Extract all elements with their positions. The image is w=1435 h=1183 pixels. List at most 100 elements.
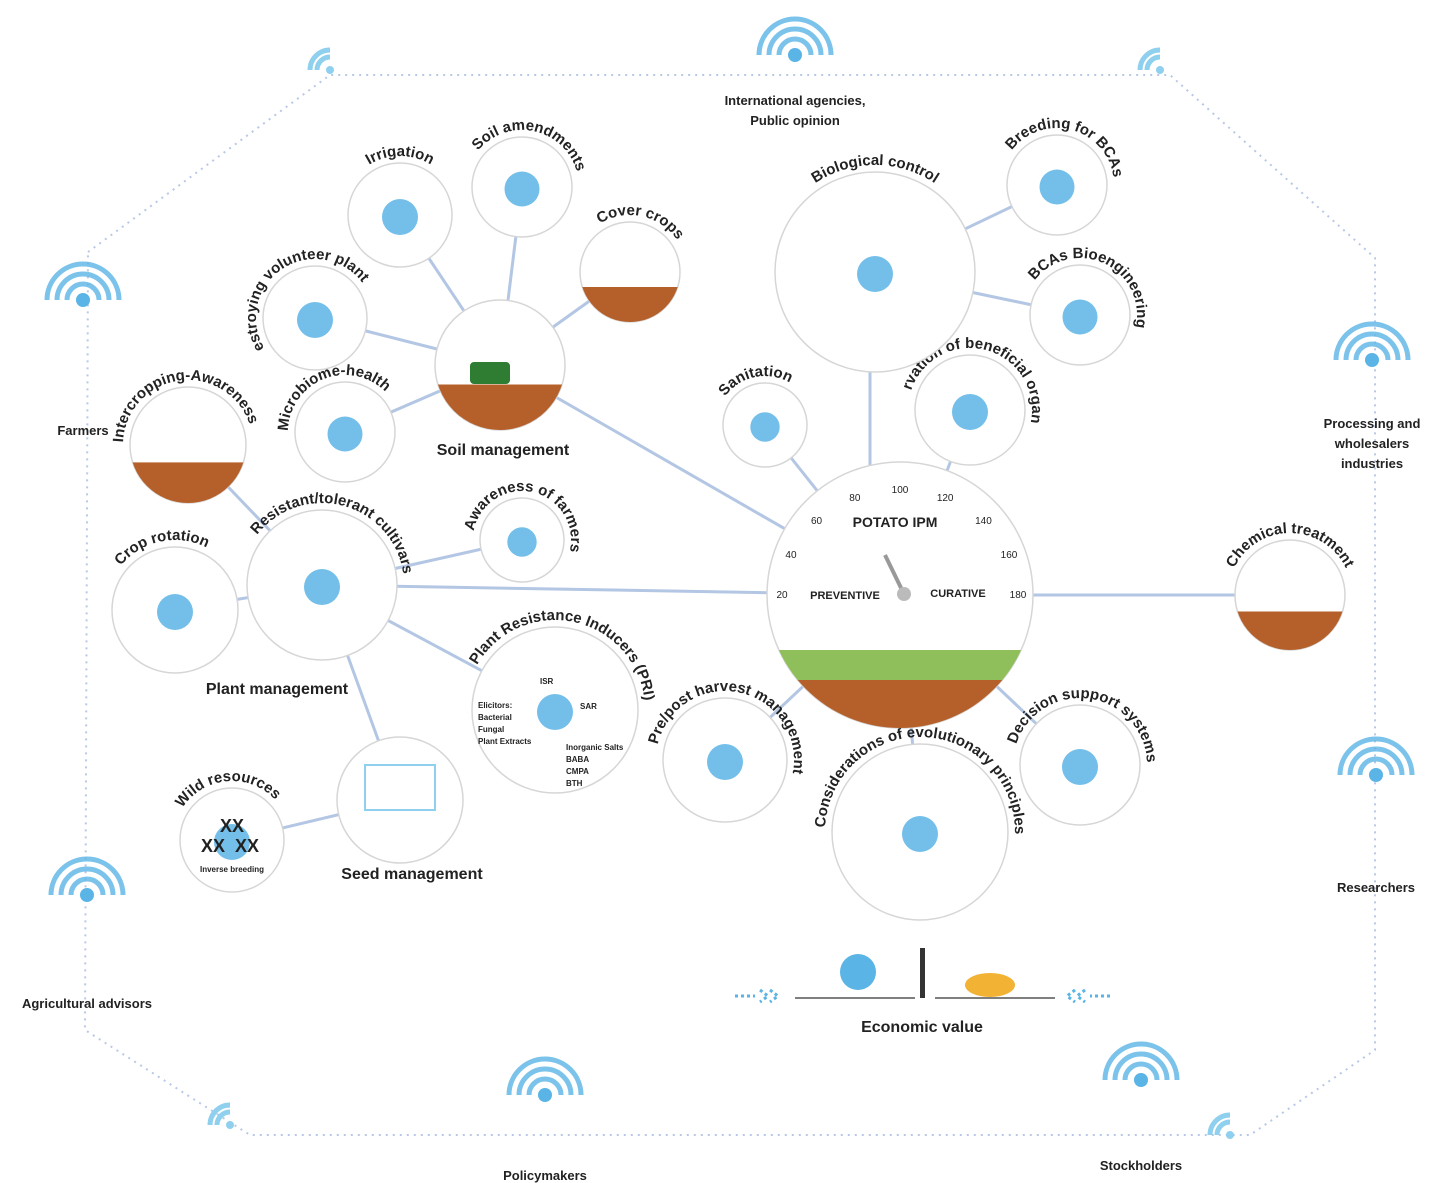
stakeholder-label: Policymakers [503,1168,587,1183]
topic-icon [505,172,540,207]
pri-detail: ISR [540,677,554,686]
pointer [920,948,925,998]
topic-icon [507,527,536,556]
topic-icon [1063,300,1098,335]
gauge-tick: 20 [776,590,788,601]
stakeholder-label: Public opinion [750,113,840,128]
wifi-dot [1156,66,1164,74]
signal-dot [80,888,94,902]
topic-node: Sanitation [715,363,812,467]
topic-node: Awareness of farmers [461,478,584,582]
stakeholder-label: Farmers [57,423,108,438]
pri-detail: Bacterial [478,713,512,722]
diagram: POTATO IPM PREVENTIVE CURATIVE 20 40 60 80 100 1… [0,0,1435,1183]
curative-label: CURATIVE [930,588,985,600]
hub-label: Economic value [861,1019,983,1036]
arrow-in [1067,990,1110,1002]
topic-icon [1062,749,1098,785]
hub-label: Seed management [341,866,483,883]
arrow-in [735,990,778,1002]
signal-dot [1369,768,1383,782]
topic-icon [707,744,743,780]
stakeholder-label: Stockholders [1100,1158,1182,1173]
signal-dot [76,293,90,307]
topic-node: Plant Resistance Inducers (PRI) [466,607,657,793]
topic-node: Soil amendments [467,117,589,237]
money-icon [840,954,876,990]
gauge-tick: 160 [1001,550,1018,561]
topic-icon [952,394,988,430]
soil [1235,612,1345,667]
grass [760,650,1040,682]
topic-node: Pre/post harvest management [645,678,807,822]
topic-node: Considerations of evolutionary principle… [812,724,1028,920]
wifi-dot [326,66,334,74]
stakeholder: Processing and wholesalers industries [1324,324,1421,471]
needle-hub [897,587,911,601]
topic-node: Breeding for BCAs [1002,115,1126,235]
gauge-tick: 120 [937,493,954,504]
stakeholder: Farmers [47,264,119,438]
hub-label: Plant management [206,681,349,698]
pri-detail: SAR [580,702,597,711]
topic-icon [750,412,779,441]
economic-scale [735,948,1110,1002]
gauge-tick: 80 [849,493,861,504]
topic-icon [902,816,938,852]
topic-icon [857,256,893,292]
wild-detail: XX [201,836,225,856]
pri-detail: Inorganic Salts [566,743,624,752]
potato-ipm-hub: POTATO IPM PREVENTIVE CURATIVE 20 40 60 80 100 1… [760,462,1040,740]
hub-label: Soil management [437,442,570,459]
stakeholder-label: Processing and [1324,416,1421,431]
topic-node: Cover crops [575,202,688,337]
tractor [470,362,510,384]
preventive-label: PREVENTIVE [810,590,880,602]
topic-node: Microbiome-health [275,362,397,482]
stakeholder: Stockholders [1100,1044,1182,1173]
pri-detail: Plant Extracts [478,737,532,746]
stakeholder-label: industries [1341,456,1403,471]
topic-icon [1040,170,1075,205]
stakeholder-label: Agricultural advisors [22,996,152,1011]
topic-node: Decision support systems [1004,685,1160,825]
topic-node: Resistant/tolerant cultivars [244,490,416,660]
soil [130,462,246,520]
signal-dot [1365,353,1379,367]
stakeholder: International agencies, Public opinion [725,19,866,128]
topic-icon [382,199,418,235]
topic-icon [297,302,333,338]
gauge-tick: 100 [892,485,909,496]
pri-detail: Fungal [478,725,504,734]
signal-dot [788,48,802,62]
gauge-tick: 60 [811,516,823,527]
topic-node: Chemical treatment [1223,520,1358,667]
wild-detail: Inverse breeding [200,865,264,874]
topic-icon [304,569,340,605]
soil [580,287,680,337]
stakeholder-label: Researchers [1337,880,1415,895]
hub-title: POTATO IPM [853,514,938,530]
stakeholder: Agricultural advisors [22,859,152,1011]
topic-icon [537,694,573,730]
wild-detail: XX [220,816,244,836]
wifi-dot [226,1121,234,1129]
pri-detail: BABA [566,755,589,764]
soil [435,385,565,450]
gauge-tick: 140 [975,516,992,527]
topic-icon [157,594,193,630]
gauge-tick: 40 [785,550,797,561]
pri-detail: Elicitors: [478,701,512,710]
wifi-dot [1226,1131,1234,1139]
stakeholder-label: International agencies, [725,93,866,108]
pri-detail: CMPA [566,767,589,776]
pri-detail: BTH [566,779,583,788]
topic-node: Crop rotation [105,527,243,673]
topic-node: Irrigation [341,143,459,267]
stakeholder-label: wholesalers [1334,436,1409,451]
seed-hub [337,737,463,863]
topic-node: Biological control [768,152,982,372]
potato-icon [965,973,1015,997]
signal-dot [538,1088,552,1102]
topic-node: BCAs Bioengineering [1025,245,1150,365]
